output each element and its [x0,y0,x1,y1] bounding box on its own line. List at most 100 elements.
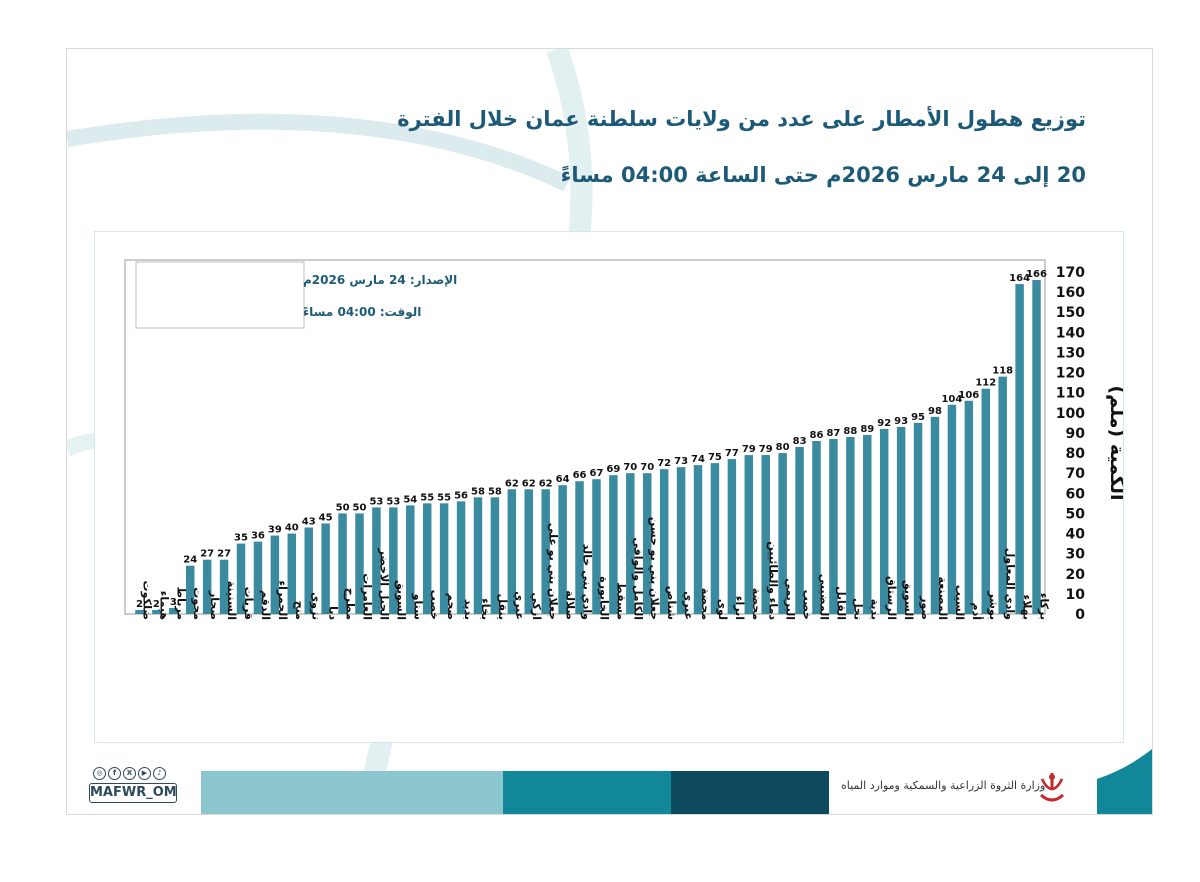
bar [626,473,635,614]
x-tick-label: هيماء [157,591,170,620]
bar [727,459,737,614]
data-label: 39 [268,525,282,536]
x-tick-label: ابراء [733,596,746,620]
y-tick-label: 80 [1066,446,1086,462]
bar [490,497,500,614]
data-label: 50 [336,502,350,513]
y-tick-label: 120 [1056,366,1085,382]
bar [406,505,415,614]
bar [981,388,990,614]
data-label: 27 [200,549,214,560]
bar [913,422,923,614]
data-label: 66 [573,470,587,481]
x-tick-label: منح [293,601,306,620]
data-label: 54 [403,494,417,505]
info-issue-time: الوقت: 04:00 مساءً [303,305,421,320]
y-tick-label: 0 [1075,607,1085,623]
bar [270,535,280,614]
x-tick-label: السيب [953,585,966,620]
bar [456,501,466,614]
x-tick-label: عبري [682,591,695,620]
y-tick-label: 30 [1066,547,1086,563]
bar [812,440,821,614]
x-icon[interactable]: X [123,767,136,780]
bar [846,436,855,614]
data-label: 40 [285,523,299,534]
y-tick-label: 90 [1066,426,1086,442]
x-tick-label: ينقل [496,594,509,620]
bar [219,559,229,614]
data-label: 89 [860,424,874,435]
data-label: 2 [153,599,160,610]
x-tick-label: السويق [394,580,407,620]
x-tick-label: مسقط [614,582,627,620]
x-tick-label: مطرح [344,588,357,620]
x-tick-label: السويق [902,580,915,620]
social-handle[interactable]: MAFWR_OM [89,783,177,803]
bar [609,475,618,614]
social-icons: ◎ f X ▶ ♪ [93,767,166,780]
x-tick-label: ازكي [530,592,543,620]
bar [829,438,838,614]
y-tick-label: 10 [1066,587,1086,603]
data-label: 43 [302,516,316,527]
data-label: 62 [539,478,553,489]
x-tick-label: بوشر [987,590,1000,620]
instagram-icon[interactable]: ◎ [93,767,106,780]
data-label: 58 [488,486,502,497]
data-label: 87 [826,428,840,439]
data-label: 70 [640,462,654,473]
bar [338,513,347,614]
x-tick-label: صلالة [564,590,577,620]
facebook-icon[interactable]: f [108,767,121,780]
data-label: 55 [437,492,451,503]
data-label: 74 [691,454,705,465]
data-label: 50 [353,502,367,513]
data-label: 53 [369,496,383,507]
data-label: 24 [183,555,197,566]
x-tick-label: القابل [834,586,847,620]
bar [389,507,398,614]
bar [439,503,449,614]
x-tick-label: الكامل والوافي [631,537,644,620]
bar-chart: الإصدار: 24 مارس 2026م الوقت: 04:00 مساءً… [124,259,1128,623]
y-tick-label: 130 [1056,345,1085,361]
bar [202,559,212,614]
data-label: 67 [590,468,604,479]
data-label: 62 [505,478,519,489]
data-label: 92 [877,418,891,429]
x-tick-label: نزوى [310,592,323,620]
x-tick-label: الرستاق [885,576,898,620]
y-tick-label: 160 [1056,285,1085,301]
x-tick-label: عبري [513,591,526,620]
y-tick-label: 50 [1066,506,1086,522]
data-label: 77 [725,448,739,459]
bar [761,455,770,614]
data-label: 86 [810,430,824,441]
bar [507,489,517,614]
data-label: 118 [992,366,1013,377]
bar [863,434,872,614]
ministry-name: وزارة الثروة الزراعية والسمكية وموارد ال… [841,779,1046,792]
data-label: 3 [170,597,177,608]
y-tick-label: 100 [1056,406,1085,422]
bar [422,503,432,614]
plot-frame [124,259,1046,615]
data-label: 56 [454,490,468,501]
youtube-icon[interactable]: ▶ [138,767,151,780]
x-tick-label: صحار [208,590,221,620]
chart-title-line1: توزيع هطول الأمطار على عدد من ولايات سلط… [397,107,1086,131]
bar [558,485,567,614]
data-label: 75 [708,452,722,463]
data-label: 79 [759,444,773,455]
bar [575,481,584,614]
bar [1015,284,1024,614]
bar [778,453,787,614]
x-tick-label: المصنعة [936,577,949,620]
tiktok-icon[interactable]: ♪ [153,767,166,780]
social-block: ◎ f X ▶ ♪ MAFWR_OM [89,765,179,805]
bar [321,523,330,614]
bar [372,507,381,614]
bar [676,467,686,614]
bar [186,565,195,614]
